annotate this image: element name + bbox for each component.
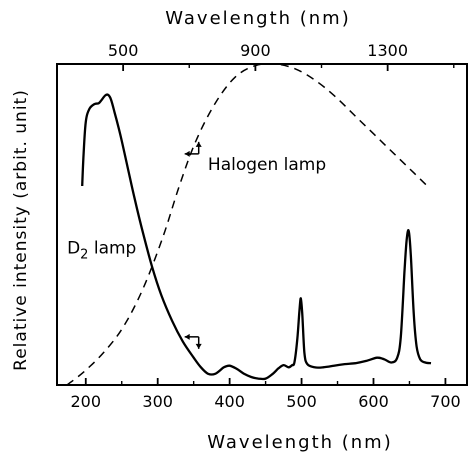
plot-area: 200 300 400 500 600 700 500 900 1300 Halogen lamp… <box>56 41 468 411</box>
y-axis-title: Relative intensity (arbit. unit) <box>11 89 31 371</box>
x-tick-label: 300 <box>142 392 173 411</box>
d2-lamp-label: D2 lamp <box>67 238 136 262</box>
top-x-axis-title: Wavelength (nm) <box>165 8 351 29</box>
arrowhead-left <box>184 333 190 340</box>
arrowhead-up <box>195 141 202 147</box>
plot-frame <box>56 63 468 386</box>
x-tick-label: 700 <box>430 392 461 411</box>
halogen-lamp-curve <box>66 62 428 386</box>
top-x-tick-label: 900 <box>240 41 271 60</box>
d2-lamp-curve <box>81 93 432 381</box>
halogen-lamp-label: Halogen lamp <box>208 155 326 175</box>
x-tick-label: 200 <box>70 392 101 411</box>
x-tick-label: 600 <box>358 392 389 411</box>
x-axis-title: Wavelength (nm) <box>207 432 393 453</box>
arrowhead-down <box>195 343 202 349</box>
top-x-tick-label: 500 <box>108 41 139 60</box>
top-x-tick-label: 1300 <box>367 41 408 60</box>
arrowhead-left <box>184 150 190 157</box>
x-tick-label: 400 <box>214 392 245 411</box>
x-tick-label: 500 <box>286 392 317 411</box>
